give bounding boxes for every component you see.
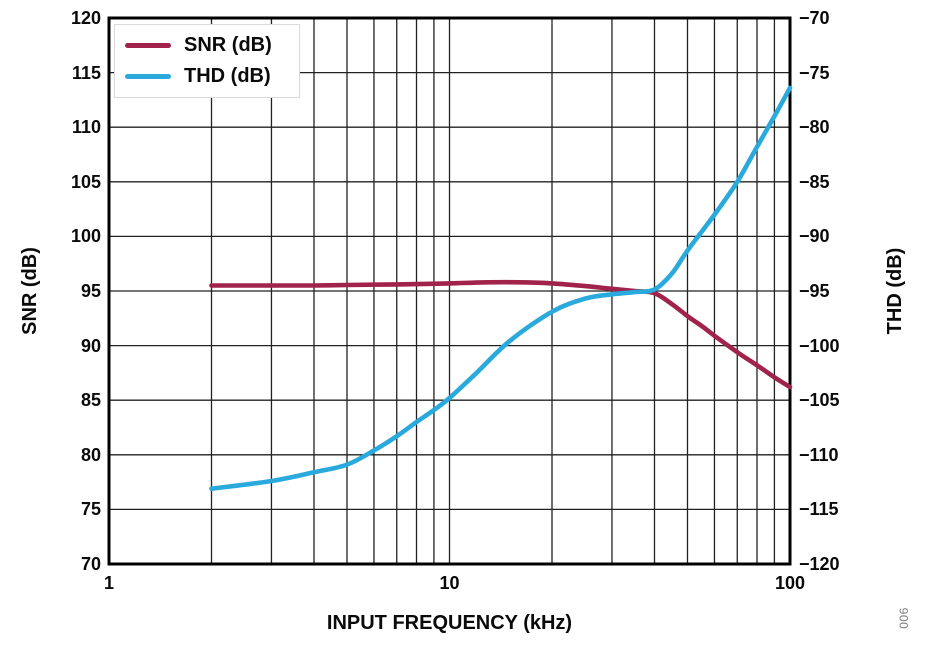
legend-label-snr: SNR (dB): [184, 34, 272, 56]
y-axis-right-title: THD (dB): [884, 247, 906, 335]
y-axis-right-tick: −75: [799, 62, 830, 83]
y-axis-right-tick: −90: [799, 226, 830, 247]
y-axis-left-title: SNR (dB): [19, 247, 41, 335]
y-axis-left-tick: 90: [80, 335, 101, 356]
y-axis-left-tick: 120: [70, 8, 101, 28]
y-axis-right-tick: −70: [799, 8, 830, 28]
x-axis-title: INPUT FREQUENCY (kHz): [326, 612, 573, 634]
y-axis-right-tick: −110: [799, 444, 839, 465]
x-axis-tick: 1: [103, 573, 114, 593]
y-axis-right-tick: −80: [799, 117, 830, 138]
y-axis-left-tick: 80: [80, 444, 101, 465]
figure-code: 006: [897, 607, 911, 629]
x-axis-tick: 10: [439, 573, 460, 593]
x-axis-tick: 100: [774, 573, 806, 593]
thd-line-swatch: [125, 73, 171, 79]
y-axis-left-tick: 100: [70, 226, 101, 247]
y-axis-left-tick: 70: [80, 554, 101, 574]
legend-item-thd: THD (dB): [125, 64, 289, 88]
y-axis-right-tick: −95: [799, 281, 830, 301]
y-axis-left-tick: 95: [80, 281, 101, 301]
legend: SNR (dB) THD (dB): [114, 24, 300, 98]
y-axis-left-tick: 85: [80, 390, 101, 411]
legend-item-snr: SNR (dB): [125, 33, 289, 57]
snr-line-swatch: [125, 42, 171, 48]
legend-label-thd: THD (dB): [184, 65, 271, 87]
y-axis-right-tick: −100: [799, 335, 840, 356]
y-axis-left-tick: 115: [71, 62, 101, 83]
y-axis-left-tick: 110: [71, 117, 101, 138]
y-axis-right-tick: −105: [799, 390, 840, 411]
y-axis-left-tick: 105: [70, 171, 101, 192]
y-axis-right-tick: −120: [799, 554, 840, 574]
y-axis-right-tick: −115: [799, 499, 839, 520]
y-axis-right-tick: −85: [799, 171, 830, 192]
y-axis-left-tick: 75: [80, 499, 101, 520]
